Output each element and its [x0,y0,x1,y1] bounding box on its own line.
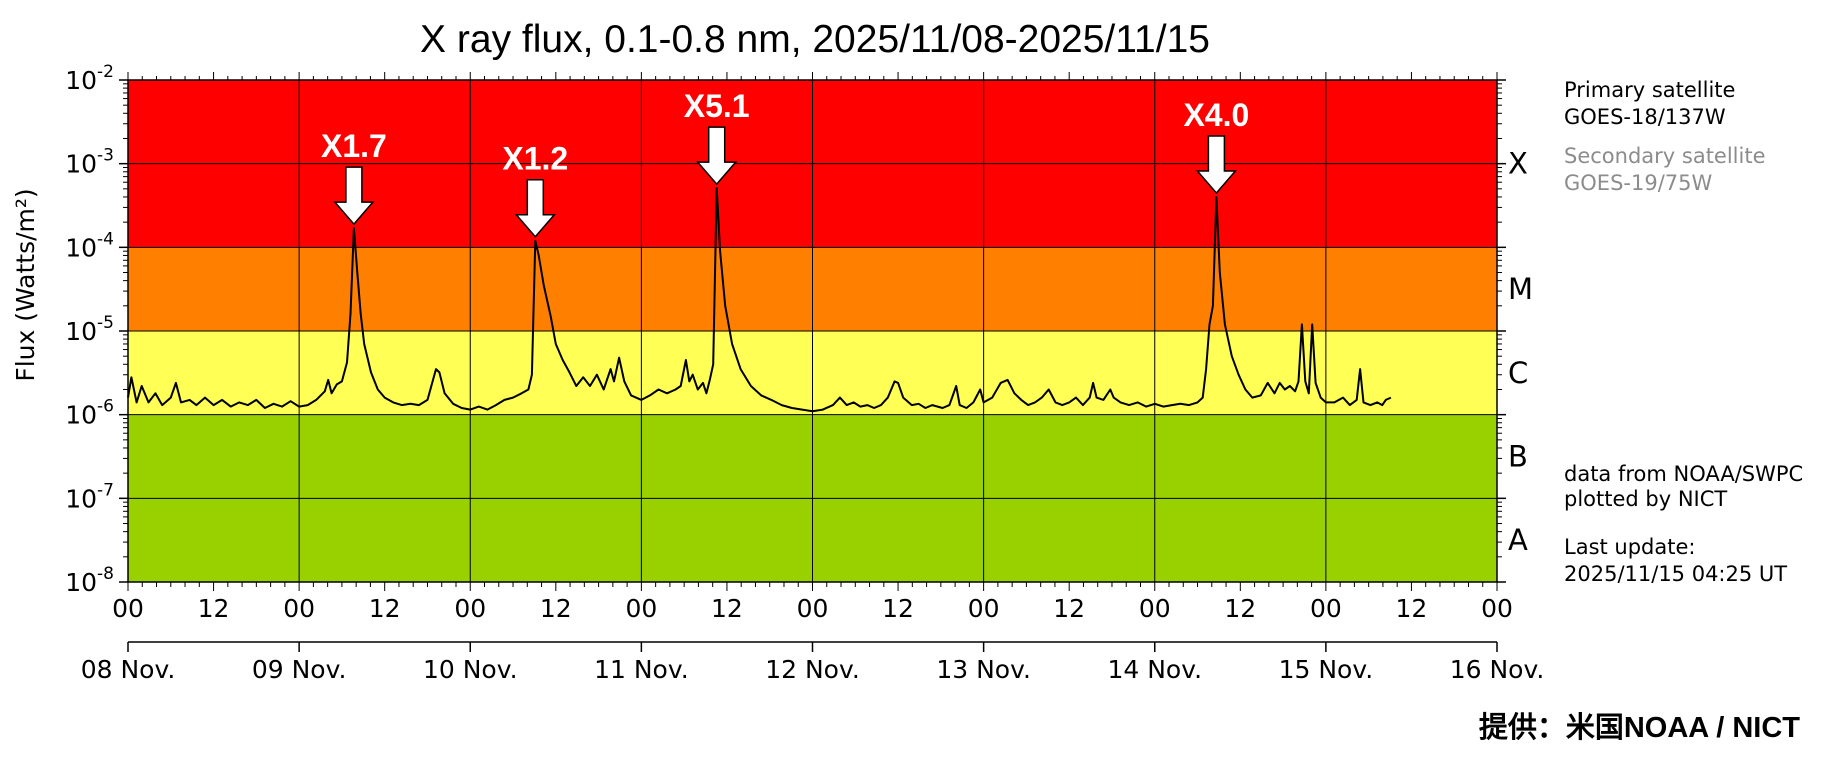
date-label: 14 Nov. [1107,655,1202,684]
x-tick-label: 00 [1481,594,1513,623]
flare-label: X5.1 [684,88,750,124]
class-label-a: A [1508,523,1528,557]
date-label: 10 Nov. [423,655,518,684]
class-labels: A B C M X [1508,147,1533,558]
x-tick-label: 12 [198,594,230,623]
class-label-m: M [1508,272,1533,306]
x-tick-label: 12 [1053,594,1085,623]
y-tick-label: 10-4 [65,229,114,262]
y-tick-label: 10-8 [65,564,114,597]
flare-label: X4.0 [1183,97,1249,133]
flare-arrow [333,166,375,226]
flare-arrow [514,178,556,238]
x-tick-label: 00 [283,594,315,623]
flare-annotations: X1.7 X1.2 X5.1 X4.0 [321,88,1249,238]
flare-label: X1.7 [321,128,387,164]
x-tick-label: 00 [454,594,486,623]
y-axis: 10-8 10-7 10-6 10-5 10-4 10-3 10-2 [65,62,1506,597]
date-label: 11 Nov. [594,655,689,684]
x-tick-label: 12 [1224,594,1256,623]
y-tick-label: 10-6 [65,397,114,430]
y-tick-label: 10-7 [65,480,114,513]
date-label: 12 Nov. [765,655,860,684]
primary-satellite-label: Primary satellite [1564,78,1735,102]
x-tick-label: 00 [1139,594,1171,623]
data-source-line: data from NOAA/SWPC [1564,462,1803,486]
x-tick-label: 00 [797,594,829,623]
x-axis: 00 12 00 12 00 12 00 12 00 12 00 12 00 12 00 12 00 08 Nov… [81,72,1545,684]
x-tick-label: 00 [625,594,657,623]
plotted-by-line: plotted by NICT [1564,487,1727,511]
last-update-time: 2025/11/15 04:25 UT [1564,562,1787,586]
date-label: 08 Nov. [81,655,176,684]
class-label-x: X [1508,147,1528,181]
y-tick-label: 10-3 [65,146,114,179]
flare-arrow [1195,135,1238,195]
x-tick-label: 00 [968,594,1000,623]
x-tick-label: 12 [882,594,914,623]
y-tick-label: 10-2 [65,62,114,95]
date-label: 09 Nov. [252,655,347,684]
secondary-satellite-label: Secondary satellite [1564,144,1766,168]
class-label-b: B [1508,440,1528,474]
flare-label: X1.2 [502,141,568,177]
x-tick-label: 12 [1396,594,1428,623]
flux-series [127,187,1392,413]
x-tick-label: 12 [369,594,401,623]
flare-arrow [696,126,738,186]
x-tick-label: 12 [711,594,743,623]
x-tick-label: 00 [112,594,144,623]
primary-satellite-name: GOES-18/137W [1564,105,1726,129]
date-label: 15 Nov. [1279,655,1374,684]
y-tick-label: 10-5 [65,313,114,346]
secondary-satellite-name: GOES-19/75W [1564,171,1712,195]
x-tick-label: 00 [1310,594,1342,623]
flux-line [127,187,1392,413]
last-update-label: Last update: [1564,535,1696,559]
date-label: 16 Nov. [1450,655,1545,684]
chart-title: X ray flux, 0.1-0.8 nm, 2025/11/08-2025/… [420,18,1210,61]
class-label-c: C [1508,356,1528,390]
date-label: 13 Nov. [936,655,1031,684]
image-credit: 提供：米国NOAA / NICT [1479,711,1800,744]
x-tick-label: 12 [540,594,572,623]
y-axis-label: Flux (Watts/m²) [11,188,40,381]
